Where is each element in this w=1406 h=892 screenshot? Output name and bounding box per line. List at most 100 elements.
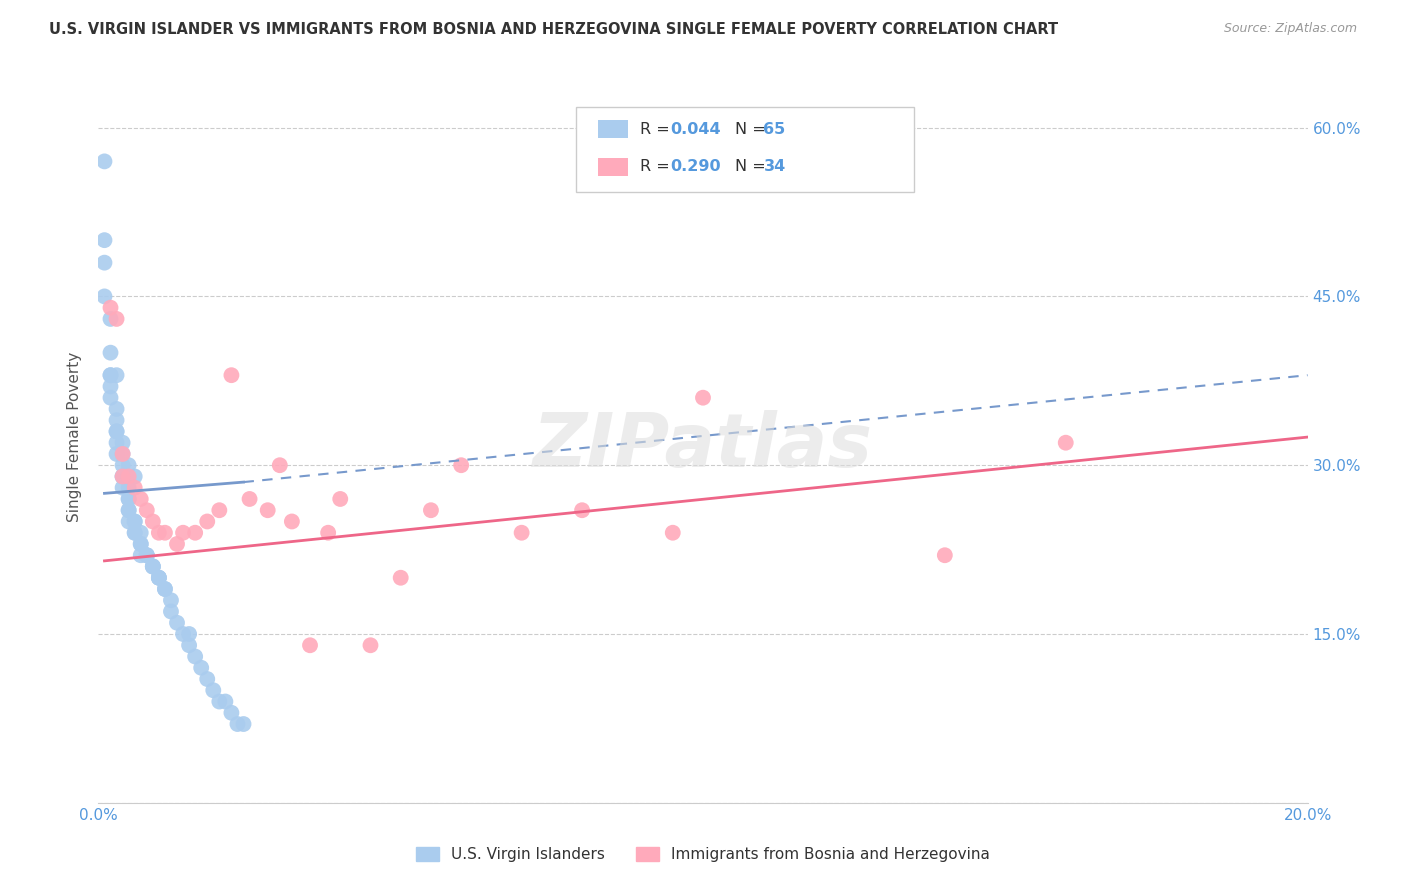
Point (105, 413, 128, 427)
Point (166, 615, 188, 630)
Point (118, 503, 141, 517)
Point (571, 503, 593, 517)
Point (105, 368, 128, 383)
Point (118, 458, 141, 473)
Y-axis label: Single Female Poverty: Single Female Poverty (67, 352, 83, 522)
Point (118, 481, 141, 495)
Point (153, 582, 176, 596)
Point (195, 672, 218, 686)
Point (100, 345, 122, 359)
Text: 65: 65 (763, 122, 786, 136)
Point (269, 458, 291, 473)
Point (111, 469, 134, 483)
Point (202, 683, 225, 698)
Point (142, 559, 165, 574)
Point (105, 447, 128, 461)
Point (118, 515, 141, 529)
Point (135, 503, 157, 517)
Point (316, 525, 339, 540)
Legend: U.S. Virgin Islanders, Immigrants from Bosnia and Herzegovina: U.S. Virgin Islanders, Immigrants from B… (411, 841, 995, 868)
Point (208, 694, 231, 708)
Point (118, 491, 141, 506)
Point (100, 301, 122, 315)
Point (118, 491, 141, 506)
Point (124, 481, 146, 495)
Point (105, 401, 128, 416)
Point (184, 649, 207, 664)
Point (389, 571, 412, 585)
Point (179, 627, 201, 641)
Point (129, 525, 152, 540)
Text: 0.044: 0.044 (671, 122, 721, 136)
Point (111, 447, 134, 461)
Point (124, 515, 146, 529)
Point (129, 537, 152, 551)
Point (129, 491, 152, 506)
Point (111, 447, 134, 461)
Point (160, 593, 183, 607)
Point (111, 435, 134, 450)
Point (299, 638, 322, 652)
Point (450, 458, 472, 473)
Point (172, 627, 194, 641)
Point (135, 548, 157, 562)
Point (105, 312, 128, 326)
Point (93, 233, 115, 247)
Point (118, 503, 141, 517)
Point (934, 548, 956, 562)
Point (93, 154, 115, 169)
Point (105, 425, 128, 439)
Point (142, 559, 165, 574)
Point (111, 469, 134, 483)
Point (166, 537, 188, 551)
Text: R =: R = (640, 160, 675, 174)
Point (329, 491, 352, 506)
Point (129, 548, 152, 562)
Point (142, 559, 165, 574)
Point (195, 515, 218, 529)
Point (100, 391, 122, 405)
Point (239, 491, 262, 506)
Point (100, 379, 122, 393)
Point (93, 289, 115, 303)
Point (111, 458, 134, 473)
Point (124, 525, 146, 540)
Point (221, 368, 243, 383)
Point (692, 391, 714, 405)
Point (510, 525, 533, 540)
Point (153, 582, 176, 596)
Point (420, 503, 443, 517)
Point (105, 435, 128, 450)
Point (184, 525, 207, 540)
Point (208, 503, 231, 517)
Point (172, 525, 194, 540)
Point (256, 503, 278, 517)
Point (661, 525, 683, 540)
Point (214, 694, 236, 708)
Point (360, 638, 382, 652)
Text: 34: 34 (763, 160, 786, 174)
Point (148, 571, 170, 585)
Text: R =: R = (640, 122, 675, 136)
Point (160, 605, 183, 619)
Point (111, 469, 134, 483)
Point (93, 255, 115, 269)
Point (135, 548, 157, 562)
Point (100, 368, 122, 383)
Point (124, 515, 146, 529)
Point (129, 537, 152, 551)
Point (124, 525, 146, 540)
Point (281, 515, 304, 529)
Point (232, 717, 254, 731)
Point (221, 706, 243, 720)
Point (148, 571, 170, 585)
Text: U.S. VIRGIN ISLANDER VS IMMIGRANTS FROM BOSNIA AND HERZEGOVINA SINGLE FEMALE POV: U.S. VIRGIN ISLANDER VS IMMIGRANTS FROM … (49, 22, 1059, 37)
Point (179, 638, 201, 652)
Point (124, 469, 146, 483)
Point (226, 717, 249, 731)
Point (135, 548, 157, 562)
Point (111, 481, 134, 495)
Point (148, 571, 170, 585)
Point (105, 425, 128, 439)
Point (148, 525, 170, 540)
